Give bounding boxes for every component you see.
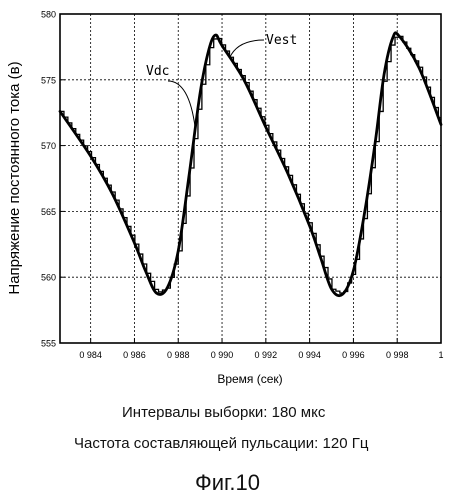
x-tick-label: 0 996 [342,350,365,360]
x-tick-label: 0 998 [386,350,409,360]
y-tick-label: 580 [41,10,56,20]
y-tick-label: 560 [41,273,56,283]
x-tick-label: 0 988 [167,350,190,360]
x-tick-label: 0 984 [79,350,102,360]
y-tick-label: 565 [41,207,56,217]
x-tick-label: 0 992 [255,350,278,360]
y-axis-label: Напряжение постоянного тока (в) [6,61,23,294]
sampling-interval-caption: Интервалы выборки: 180 мкс [0,404,455,421]
vest-annotation: Vest [266,33,297,48]
plot-background [60,14,441,343]
x-tick-label: 0 990 [211,350,234,360]
y-tick-label: 555 [41,339,56,349]
x-axis-label: Время (сек) [217,372,282,386]
y-tick-label: 575 [41,75,56,85]
x-tick-label: 0 986 [123,350,146,360]
y-tick-label: 570 [41,141,56,151]
x-tick-label: 1 [438,350,443,360]
x-tick-label: 0 994 [298,350,321,360]
figure-label: Фиг.10 [0,470,455,496]
ripple-frequency-caption: Частота составляющей пульсации: 120 Гц [0,435,455,452]
vdc-annotation: Vdc [146,64,169,79]
